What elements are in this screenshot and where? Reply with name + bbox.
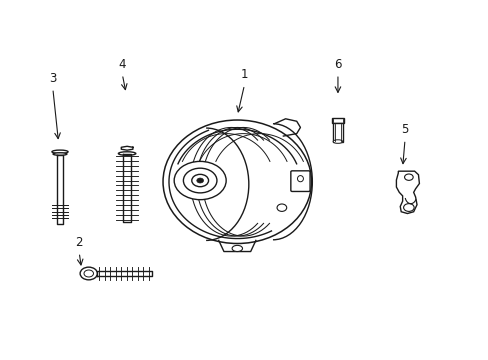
Polygon shape	[122, 154, 131, 222]
Polygon shape	[97, 271, 152, 276]
FancyBboxPatch shape	[331, 118, 344, 123]
Circle shape	[191, 174, 208, 187]
Text: 4: 4	[118, 58, 126, 71]
Ellipse shape	[53, 153, 67, 155]
FancyBboxPatch shape	[290, 171, 309, 192]
Text: 5: 5	[401, 123, 408, 136]
Polygon shape	[57, 155, 63, 224]
FancyBboxPatch shape	[332, 123, 342, 141]
Circle shape	[403, 204, 413, 211]
Circle shape	[183, 168, 217, 193]
Ellipse shape	[118, 152, 136, 155]
Circle shape	[404, 174, 412, 180]
Ellipse shape	[332, 140, 342, 143]
Circle shape	[174, 161, 226, 200]
Text: 2: 2	[75, 236, 83, 249]
Circle shape	[84, 270, 93, 277]
Circle shape	[80, 267, 97, 280]
Ellipse shape	[232, 246, 242, 252]
Ellipse shape	[297, 176, 303, 182]
Text: 6: 6	[333, 58, 341, 71]
Ellipse shape	[163, 120, 311, 243]
Text: 3: 3	[49, 72, 57, 85]
Text: 1: 1	[240, 68, 248, 81]
Circle shape	[196, 178, 203, 183]
Ellipse shape	[277, 204, 286, 211]
Polygon shape	[121, 146, 133, 150]
Polygon shape	[396, 171, 419, 213]
Ellipse shape	[52, 150, 68, 153]
